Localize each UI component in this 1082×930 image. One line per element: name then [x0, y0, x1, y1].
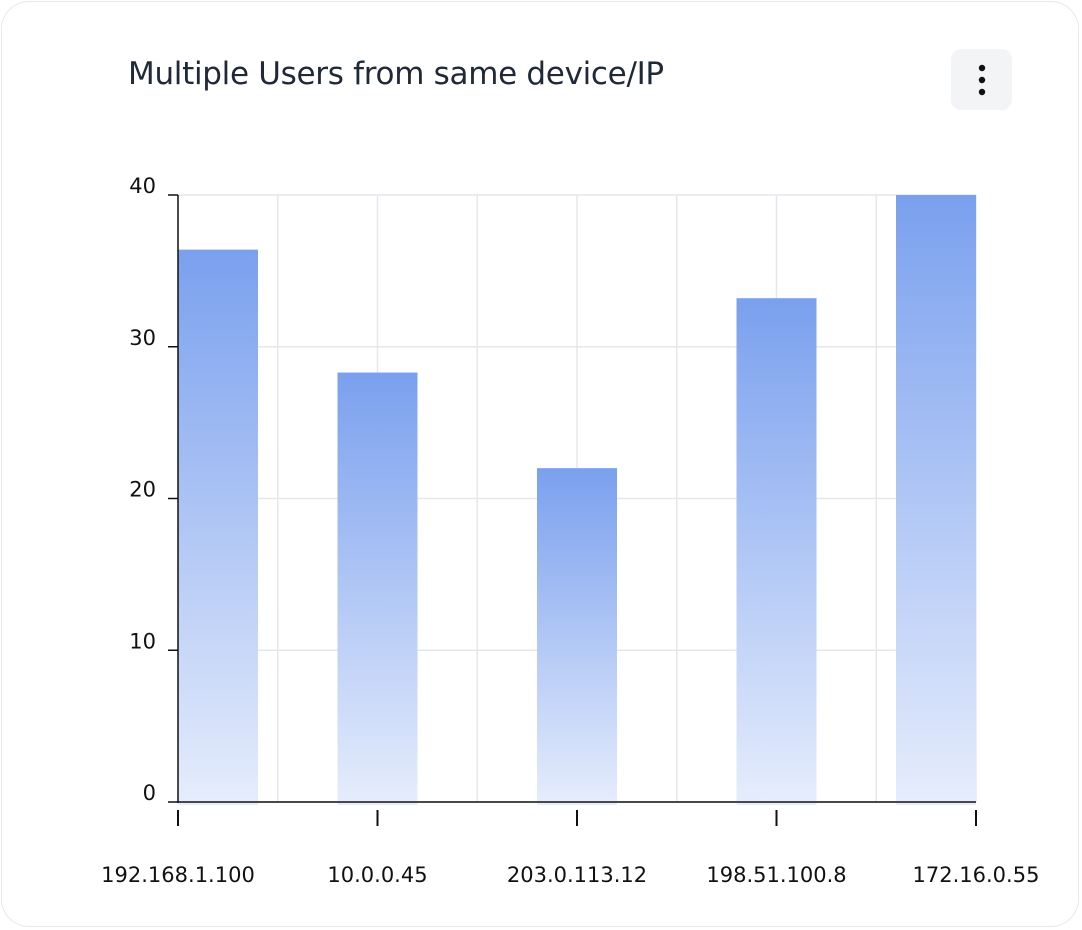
bar: [537, 468, 617, 805]
y-tick-label: 40: [129, 174, 156, 198]
y-tick-label: 20: [129, 478, 156, 502]
x-tick-label: 172.16.0.55: [913, 863, 1040, 887]
bars: [178, 195, 976, 805]
bar: [896, 195, 976, 805]
y-tick-label: 10: [129, 629, 156, 653]
x-tick-label: 198.51.100.8: [706, 863, 846, 887]
x-tick-label: 192.168.1.100: [101, 863, 255, 887]
y-tick-label: 0: [143, 781, 156, 805]
card-title: Multiple Users from same device/IP: [128, 56, 664, 92]
axes: [168, 194, 977, 826]
bar: [178, 249, 258, 805]
tick-labels: 0 10 20 30 40 192.168.1.100 10.0.0.45 203.0.113…: [101, 174, 1039, 887]
more-vertical-icon: [978, 64, 985, 95]
bar: [337, 372, 418, 805]
x-tick-label: 10.0.0.45: [327, 863, 427, 887]
bar: [736, 298, 817, 805]
more-options-button[interactable]: [951, 49, 1012, 110]
x-tick-label: 203.0.113.12: [507, 863, 647, 887]
y-tick-label: 30: [129, 326, 156, 350]
